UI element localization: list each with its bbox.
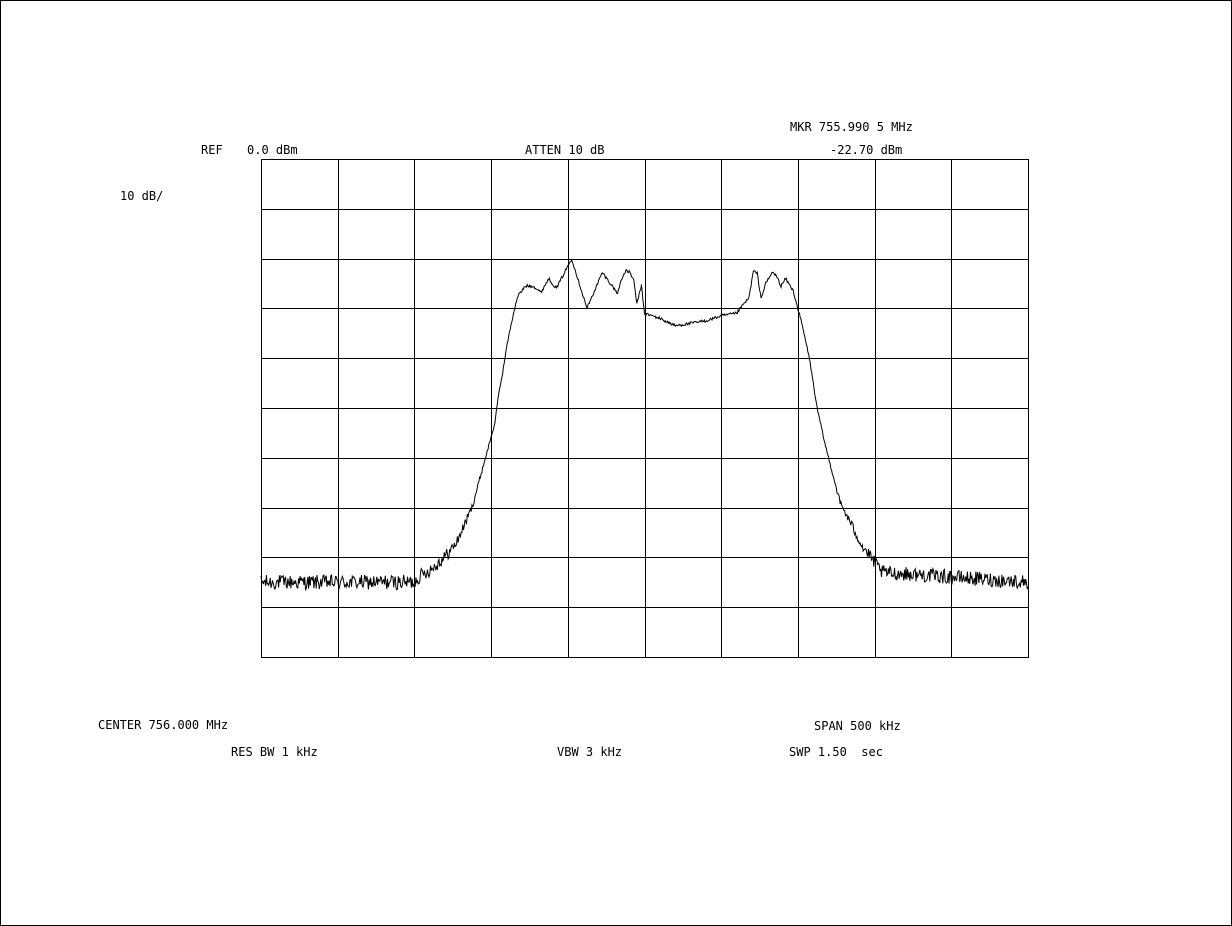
- ref-level-value: 0.0 dBm: [247, 143, 298, 157]
- resolution-bandwidth: RES BW 1 kHz: [231, 745, 318, 759]
- attenuation-readout: ATTEN 10 dB: [525, 143, 605, 157]
- sweep-time: SWP 1.50 sec: [789, 745, 883, 759]
- marker-frequency-readout: MKR 755.990 5 MHz: [790, 120, 913, 134]
- video-bandwidth: VBW 3 kHz: [557, 745, 623, 759]
- scale-per-division: 10 dB/: [120, 189, 164, 203]
- marker-level-readout: -22.70 dBm: [830, 143, 903, 157]
- ref-label: REF: [201, 143, 223, 157]
- graticule: [261, 159, 1028, 657]
- span-readout: SPAN 500 kHz: [814, 719, 901, 733]
- spectrum-trace: [260, 258, 1029, 592]
- center-frequency: CENTER 756.000 MHz: [98, 718, 229, 732]
